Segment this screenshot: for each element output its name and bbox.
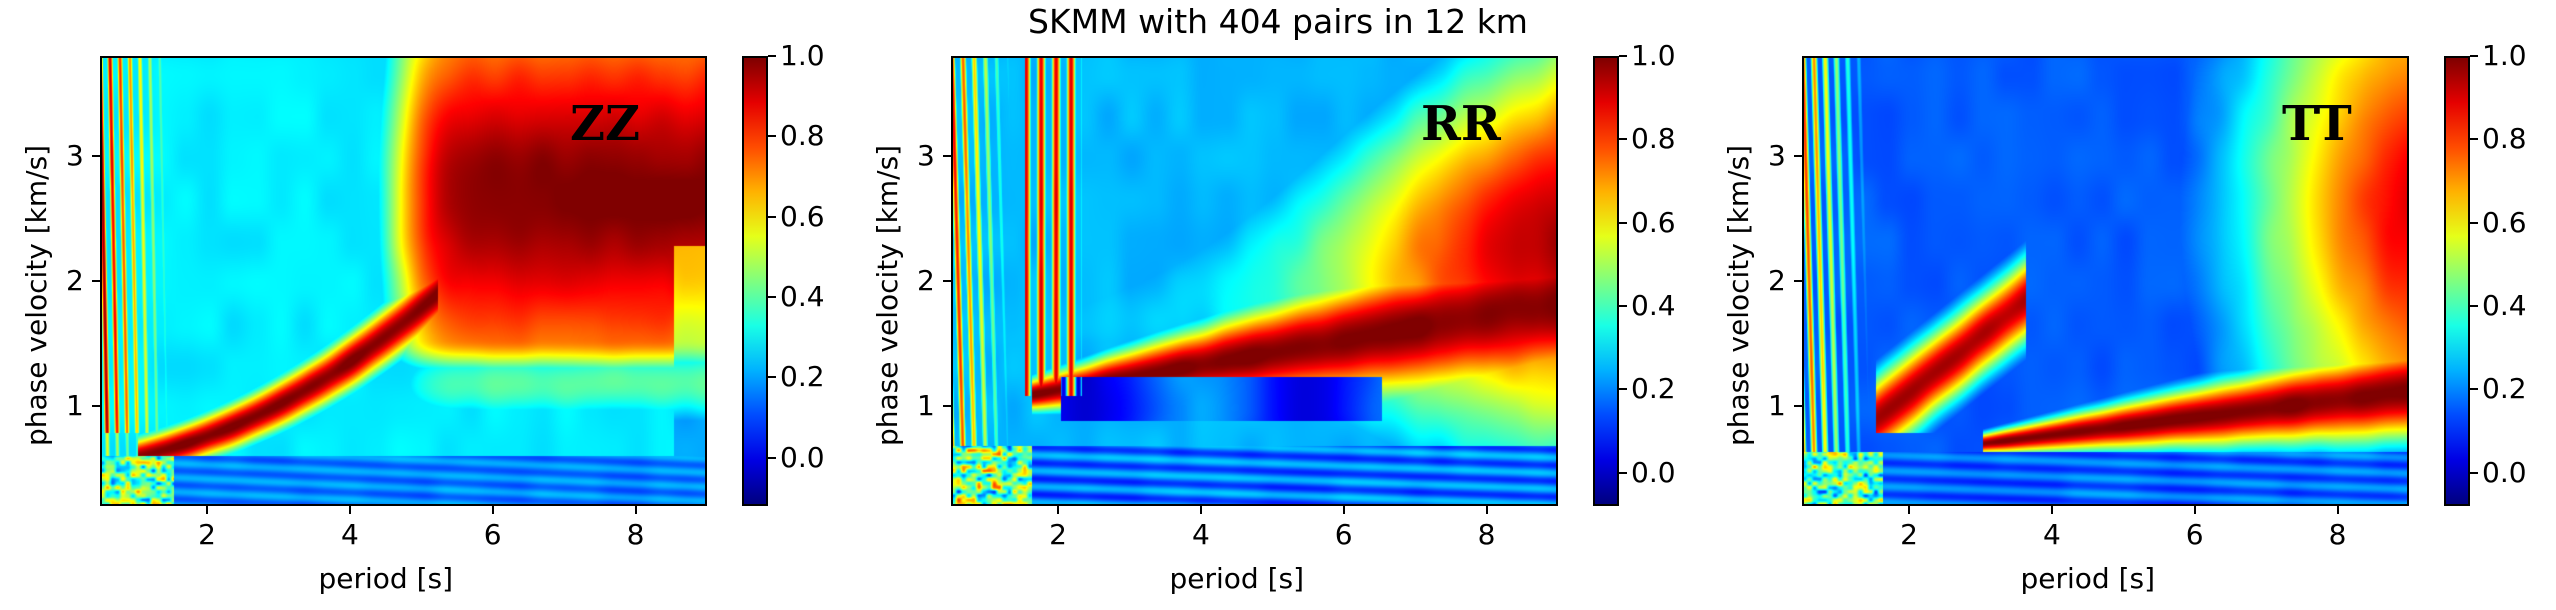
colorbar-tick-label: 0.4 <box>1631 289 1676 322</box>
colorbar-tick <box>1619 138 1627 141</box>
y-tick-label: 1 <box>66 389 84 422</box>
colorbar-tick-label: 0.0 <box>1631 455 1676 489</box>
x-tick <box>1199 506 1202 514</box>
colorbar <box>1593 56 1619 506</box>
y-tick-label: 1 <box>917 389 935 422</box>
heatmap-image <box>102 58 705 504</box>
y-tick <box>1794 155 1802 157</box>
colorbar-tick-label: 0.2 <box>2482 372 2527 406</box>
colorbar-tick <box>2470 388 2478 391</box>
colorbar-tick <box>2470 55 2478 57</box>
colorbar <box>742 56 768 506</box>
x-tick-label: 2 <box>198 518 216 551</box>
y-tick <box>92 405 100 407</box>
colorbar-tick-label: 1.0 <box>1631 39 1676 72</box>
x-tick <box>206 506 209 514</box>
x-tick-label: 6 <box>483 518 502 551</box>
heatmap-panel-tt <box>1802 56 2409 506</box>
colorbar-tick-label: 0.6 <box>780 199 825 233</box>
x-tick <box>2336 506 2339 514</box>
colorbar-tick-label: 0.2 <box>1631 372 1676 406</box>
colorbar-tick <box>2470 471 2478 474</box>
y-tick-label: 3 <box>1768 139 1786 172</box>
y-tick <box>943 280 951 282</box>
colorbar-tick-label: 0.2 <box>780 360 825 394</box>
colorbar-tick-label: 0.4 <box>780 280 825 314</box>
colorbar-tick-label: 0.4 <box>2482 289 2527 322</box>
x-tick <box>348 506 351 514</box>
colorbar-tick-label: 1.0 <box>780 39 825 72</box>
colorbar-tick <box>2470 305 2478 307</box>
colorbar-tick <box>768 135 776 138</box>
y-tick <box>1794 280 1802 282</box>
x-tick-label: 4 <box>2042 518 2061 551</box>
heatmap-panel-rr <box>951 56 1558 506</box>
x-axis-label: period [s] <box>1169 562 1305 595</box>
y-axis-label: phase velocity [km/s] <box>1722 144 1755 446</box>
heatmap-panel-zz <box>100 56 707 506</box>
colorbar-tick-label: 0.6 <box>2482 205 2527 239</box>
x-tick <box>1342 506 1345 514</box>
colorbar-tick <box>768 55 776 57</box>
x-tick-label: 4 <box>1191 518 1210 551</box>
y-tick-label: 2 <box>66 264 84 297</box>
panel-label: RR <box>1421 96 1501 152</box>
colorbar-tick <box>768 296 776 299</box>
panel-label: TT <box>2282 96 2352 152</box>
colorbar-tick-label: 0.6 <box>1631 205 1676 239</box>
x-tick-label: 6 <box>1334 518 1353 551</box>
colorbar-tick <box>1619 55 1627 57</box>
y-axis-label: phase velocity [km/s] <box>871 144 904 446</box>
colorbar-tick <box>1619 388 1627 391</box>
x-tick-label: 6 <box>2185 518 2204 551</box>
colorbar-tick-label: 0.0 <box>2482 455 2527 489</box>
colorbar-tick <box>1619 305 1627 307</box>
y-tick-label: 2 <box>1768 264 1786 297</box>
x-tick <box>634 506 637 514</box>
y-tick <box>92 155 100 157</box>
y-tick-label: 1 <box>1768 389 1786 422</box>
x-tick <box>2193 506 2196 514</box>
colorbar-tick-label: 0.8 <box>780 119 825 153</box>
panel-label: ZZ <box>570 96 641 152</box>
x-tick-label: 8 <box>2328 518 2347 551</box>
x-axis-label: period [s] <box>2020 562 2156 595</box>
y-tick <box>943 155 951 157</box>
colorbar-tick <box>768 456 776 459</box>
y-tick-label: 3 <box>917 139 935 172</box>
x-tick <box>1057 506 1060 514</box>
x-tick <box>1485 506 1488 514</box>
y-tick-label: 3 <box>66 139 84 172</box>
x-tick <box>1908 506 1911 514</box>
colorbar-tick-label: 0.0 <box>780 440 825 474</box>
colorbar-tick <box>768 376 776 379</box>
y-tick-label: 2 <box>917 264 935 297</box>
heatmap-image <box>1804 58 2407 504</box>
colorbar-tick-label: 0.8 <box>1631 122 1676 156</box>
colorbar-tick <box>1619 221 1627 224</box>
colorbar-tick <box>2470 221 2478 224</box>
y-tick <box>92 280 100 282</box>
figure-title: SKMM with 404 pairs in 12 km <box>1028 2 1528 41</box>
x-tick-label: 4 <box>340 518 359 551</box>
x-tick-label: 2 <box>1049 518 1067 551</box>
colorbar-tick-label: 1.0 <box>2482 39 2527 72</box>
heatmap-image <box>953 58 1556 504</box>
colorbar-tick <box>768 215 776 218</box>
y-tick <box>943 405 951 407</box>
x-tick <box>491 506 494 514</box>
y-tick <box>1794 405 1802 407</box>
y-axis-label: phase velocity [km/s] <box>20 144 53 446</box>
colorbar-tick <box>2470 138 2478 141</box>
x-tick <box>2050 506 2053 514</box>
x-tick-label: 8 <box>1477 518 1496 551</box>
x-tick-label: 2 <box>1900 518 1918 551</box>
x-tick-label: 8 <box>626 518 645 551</box>
colorbar-tick-label: 0.8 <box>2482 122 2527 156</box>
x-axis-label: period [s] <box>318 562 454 595</box>
colorbar-tick <box>1619 471 1627 474</box>
colorbar <box>2444 56 2470 506</box>
